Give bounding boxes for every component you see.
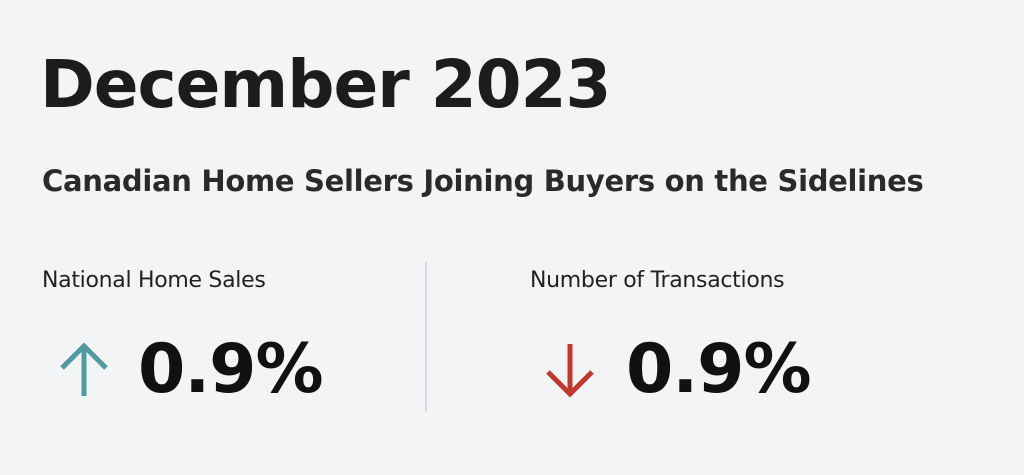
subtitle: Canadian Home Sellers Joining Buyers on … [42, 164, 924, 198]
divider [425, 262, 427, 412]
stat-label: National Home Sales [42, 268, 266, 293]
down-arrow [546, 344, 594, 398]
title: December 2023 [40, 46, 611, 123]
up-arrow [60, 342, 108, 396]
stat-value: 0.9% [626, 330, 812, 409]
stat-label: Number of Transactions [530, 268, 785, 293]
stat-value: 0.9% [138, 330, 324, 409]
